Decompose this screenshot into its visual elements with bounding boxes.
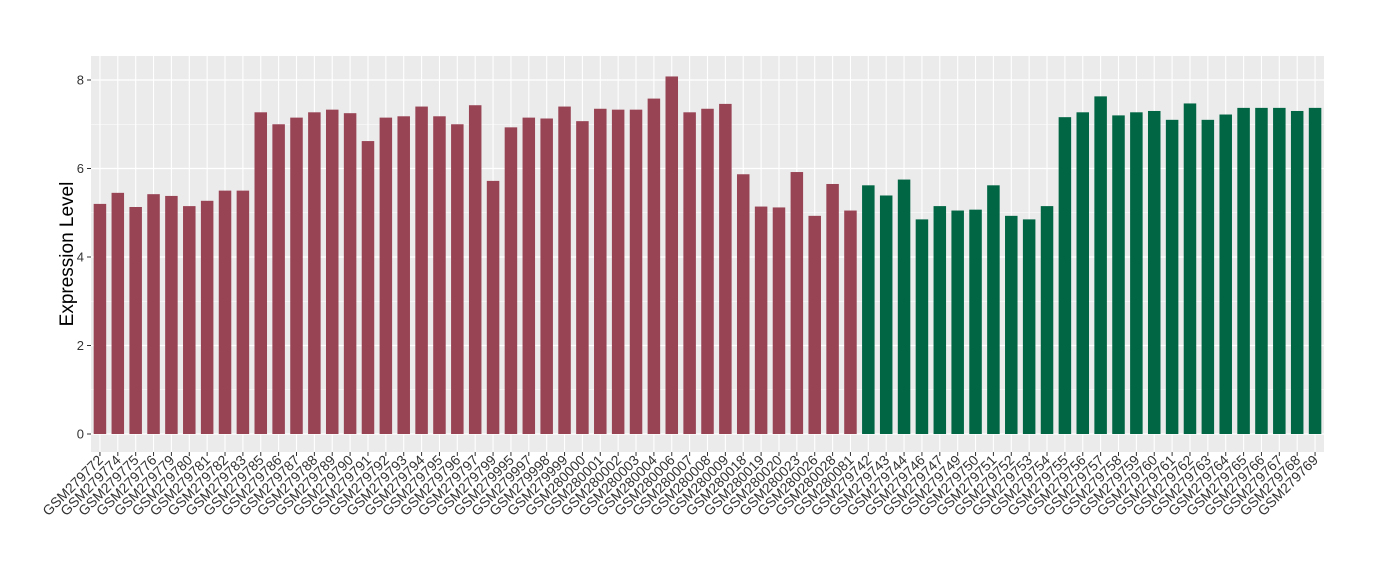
bar xyxy=(165,195,178,434)
bar xyxy=(719,103,732,435)
bar xyxy=(665,76,679,435)
bar xyxy=(736,174,750,434)
bar xyxy=(451,124,464,434)
bars xyxy=(93,76,1322,435)
bar xyxy=(183,206,196,434)
bar xyxy=(915,219,929,434)
bar xyxy=(701,108,714,434)
bar xyxy=(987,185,1000,434)
bar xyxy=(1005,215,1018,434)
bar xyxy=(611,109,625,435)
y-axis: 0 2 4 6 8 xyxy=(77,73,91,442)
bar xyxy=(540,118,553,434)
bar xyxy=(826,183,839,434)
bar xyxy=(558,106,571,435)
bar xyxy=(1147,110,1161,434)
y-tick-label: 4 xyxy=(77,250,84,265)
bar xyxy=(1076,112,1090,435)
bar xyxy=(1022,219,1036,434)
bar xyxy=(343,113,357,434)
bar xyxy=(272,124,285,434)
bar xyxy=(1255,107,1268,434)
bar xyxy=(1308,107,1322,434)
bar xyxy=(504,127,518,434)
bar xyxy=(325,109,339,435)
bar xyxy=(290,117,303,435)
bar xyxy=(129,206,142,434)
bar xyxy=(772,207,786,434)
bar xyxy=(862,185,875,434)
bar xyxy=(790,172,804,435)
bar xyxy=(951,210,964,434)
bar xyxy=(522,117,536,435)
bar xyxy=(1165,119,1179,434)
bar xyxy=(1130,112,1143,435)
bar xyxy=(379,117,393,435)
y-tick-label: 6 xyxy=(77,161,84,176)
bar xyxy=(1040,206,1054,434)
bar xyxy=(308,112,321,435)
bar xyxy=(576,121,589,434)
bar xyxy=(754,206,768,434)
bar xyxy=(808,215,821,434)
bar xyxy=(486,180,500,434)
y-tick-label: 2 xyxy=(77,338,84,353)
bar xyxy=(415,106,428,435)
bar xyxy=(1237,107,1250,434)
bar xyxy=(361,141,375,434)
y-tick-label: 0 xyxy=(77,427,84,442)
bar xyxy=(1112,115,1125,435)
bar xyxy=(1058,117,1072,435)
bar xyxy=(397,116,410,434)
bar xyxy=(93,203,107,434)
y-axis-title: Expression Level xyxy=(57,182,78,327)
bar xyxy=(1219,114,1232,434)
y-tick-label: 8 xyxy=(77,73,84,88)
bar xyxy=(647,98,661,435)
bar xyxy=(468,105,482,434)
bar xyxy=(254,112,268,435)
bar xyxy=(1201,119,1215,434)
bar xyxy=(969,209,982,434)
bar xyxy=(844,210,857,434)
bar xyxy=(1290,110,1304,434)
bar xyxy=(1183,103,1197,434)
bar xyxy=(433,116,446,434)
bar xyxy=(1273,107,1286,434)
bar xyxy=(1094,96,1107,434)
bar xyxy=(683,112,696,435)
bar xyxy=(594,108,607,434)
bar xyxy=(218,190,232,434)
x-axis: GSM279772GSM279774GSM279775GSM279776GSM2… xyxy=(39,452,1321,519)
bar xyxy=(111,192,125,434)
bar xyxy=(933,206,947,434)
bar xyxy=(147,194,160,434)
bar xyxy=(897,179,911,434)
bar xyxy=(629,109,643,435)
bar xyxy=(879,195,893,434)
bar xyxy=(236,190,250,434)
bar xyxy=(200,200,214,434)
